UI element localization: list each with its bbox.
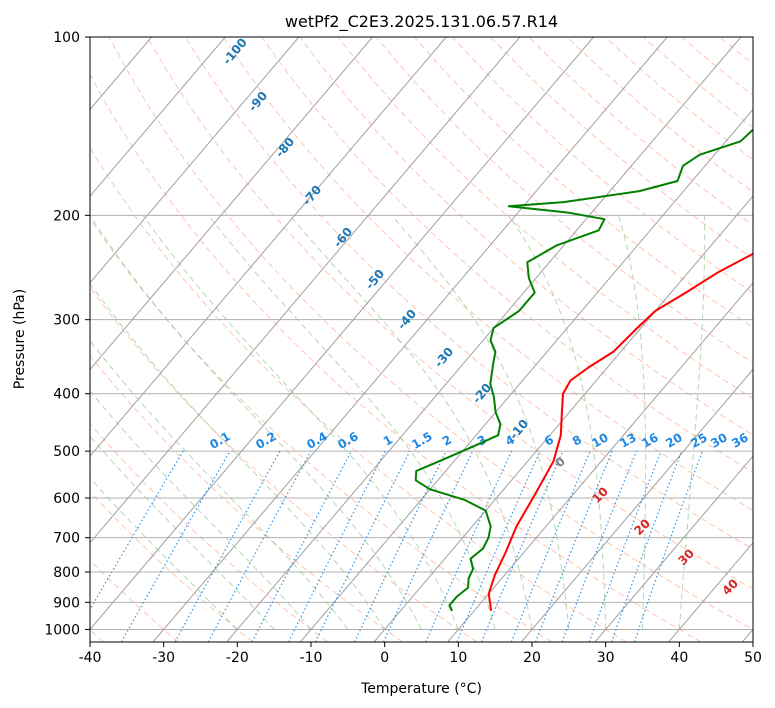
dewpoint-profile-line <box>414 128 753 612</box>
isotherm-gridline <box>90 37 594 631</box>
isotherm-gridline <box>226 37 742 642</box>
moist-adiabat <box>289 214 533 630</box>
dry-adiabat <box>90 146 627 642</box>
y-tick-label: 300 <box>53 313 80 329</box>
mixing-ratio-line <box>425 450 513 642</box>
y-tick-label: 400 <box>53 387 80 403</box>
x-tick-label: 20 <box>523 650 541 666</box>
y-tick-label: 800 <box>53 565 80 581</box>
moist-adiabat <box>90 282 386 630</box>
mixing-ratio-line <box>174 450 281 642</box>
y-tick-label: 500 <box>53 444 80 460</box>
dry-adiabat <box>90 559 179 642</box>
mixing-ratio-line <box>314 450 411 642</box>
y-tick-label: 200 <box>53 208 80 224</box>
mixing-ratio-line <box>510 450 591 642</box>
mixing-ratio-line <box>535 450 613 642</box>
x-tick-label: -30 <box>152 650 175 666</box>
temperature-profile-line <box>487 252 753 611</box>
x-tick-label: 40 <box>670 650 688 666</box>
dry-adiabat <box>261 37 753 473</box>
mixing-ratio-line <box>561 450 638 642</box>
x-tick-label: 0 <box>380 650 389 666</box>
mixing-ratio-line <box>588 450 662 642</box>
dry-adiabat <box>452 37 753 294</box>
dry-adiabat <box>223 37 753 512</box>
plot-frame <box>89 36 754 643</box>
dry-adiabat <box>90 491 254 642</box>
x-axis-label: Temperature (°C) <box>360 681 482 697</box>
y-tick-label: 600 <box>53 491 80 507</box>
x-tick-label: 10 <box>449 650 467 666</box>
y-tick-label: 700 <box>53 531 80 547</box>
isotherm-gridline <box>299 108 753 642</box>
mixing-ratio-line <box>611 450 683 642</box>
y-tick-label: 900 <box>53 595 80 611</box>
isotherm-gridline <box>90 37 226 197</box>
mixing-ratio-line <box>207 450 312 642</box>
isotherm-gridline <box>447 282 753 642</box>
dry-adiabat <box>146 37 753 590</box>
y-tick-label: 100 <box>53 30 80 46</box>
isotherm-gridline <box>373 195 753 642</box>
isotherm-gridline <box>90 37 300 284</box>
y-tick-label: 1000 <box>44 622 80 638</box>
dry-adiabat <box>108 37 753 630</box>
isotherm-gridline <box>90 37 521 544</box>
isotherm-gridline <box>594 455 753 642</box>
dry-adiabat <box>90 286 478 642</box>
mixing-ratio-line <box>633 450 704 642</box>
axes-layer: -40 -30 -20 -10 0 10 20 30 40 50 100 200 300 400 500 60… <box>44 30 762 666</box>
mixing-ratio-line <box>288 450 386 642</box>
isotherm-gridline <box>90 37 447 457</box>
mixing-ratio-line <box>481 450 564 642</box>
isotherm-gridline <box>152 37 668 642</box>
x-tick-label: -40 <box>79 650 102 666</box>
x-tick-label: 50 <box>744 650 762 666</box>
dry-adiabat <box>90 217 552 642</box>
isotherm-gridline <box>520 368 753 642</box>
chart-title: wetPf2_C2E3.2025.131.06.57.R14 <box>285 12 558 32</box>
x-tick-label: 30 <box>597 650 615 666</box>
dry-adiabat <box>337 37 753 400</box>
x-tick-label: -20 <box>226 650 249 666</box>
mixing-ratio-line <box>456 450 541 642</box>
y-axis-label: Pressure (hPa) <box>12 289 28 389</box>
dry-adiabat <box>299 37 753 436</box>
isotherm-gridline <box>90 37 373 371</box>
x-tick-label: -10 <box>300 650 323 666</box>
